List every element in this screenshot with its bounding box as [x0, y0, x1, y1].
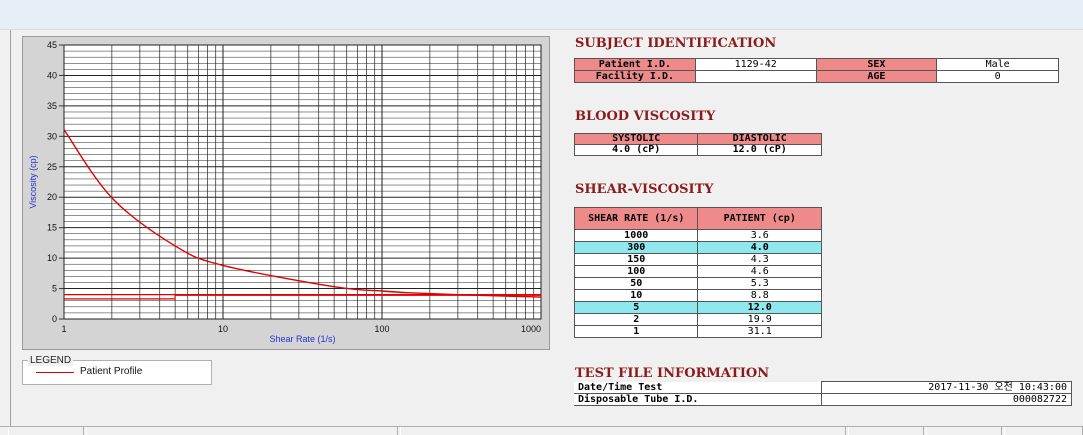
patient-profile-line: [63, 129, 542, 298]
test-file-table: Date/Time Test 2017-11-30 오전 10:43:00 Di…: [574, 381, 1072, 406]
table-row: 10 8.8: [573, 289, 822, 302]
status-bar: [0, 426, 1083, 435]
y-tick-label: 10: [47, 253, 57, 263]
shear-rate-cell: 50: [573, 277, 699, 290]
legend-line-swatch: [36, 372, 74, 373]
shear-viscosity-title: SHEAR-VISCOSITY: [575, 182, 714, 197]
table-row: 1000 3.6: [573, 229, 822, 242]
x-tick-label: 1: [61, 324, 66, 334]
patient-cp-header: PATIENT (cp): [697, 207, 822, 230]
status-cell: [86, 427, 398, 435]
table-row: 150 4.3: [573, 253, 822, 266]
legend-label: Patient Profile: [80, 366, 143, 377]
shear-viscosity-table: SHEAR RATE (1/s) PATIENT (cp) 1000 3.6 30…: [573, 207, 822, 338]
viscosity-cell: 12.0: [697, 301, 822, 314]
status-cell: [400, 427, 846, 435]
viscosity-cell: 5.3: [697, 277, 822, 290]
x-tick-label: 1000: [521, 324, 541, 334]
x-axis-label: Shear Rate (1/s): [269, 334, 335, 344]
x-tick-label: 10: [218, 324, 228, 334]
viscosity-cell: 4.0: [697, 241, 822, 254]
patient-id-label: Patient I.D.: [574, 58, 696, 71]
systolic-label: SYSTOLIC: [573, 133, 699, 145]
viscosity-cell: 4.3: [697, 253, 822, 266]
table-row: 5 12.0: [573, 301, 822, 314]
table-row: 1 31.1: [573, 325, 822, 338]
age-label: AGE: [815, 70, 938, 83]
plot-area: [63, 44, 542, 320]
viscosity-cell: 8.8: [697, 289, 822, 302]
status-cell: [926, 427, 1002, 435]
age-value: 0: [936, 70, 1059, 83]
shear-rate-cell: 2: [573, 313, 699, 326]
diastolic-label: DIASTOLIC: [697, 133, 822, 145]
x-tick-label: 100: [374, 324, 389, 334]
y-tick-label: 0: [52, 314, 57, 324]
date-time-label: Date/Time Test: [574, 381, 823, 394]
viscosity-cell: 31.1: [697, 325, 822, 338]
table-row: 100 4.6: [573, 265, 822, 278]
status-cell: [8, 427, 84, 435]
blood-viscosity-table: SYSTOLIC DIASTOLIC 4.0 (cP) 12.0 (cP): [573, 133, 822, 156]
patient-id-value: 1129-42: [694, 58, 817, 71]
y-tick-label: 45: [47, 40, 57, 50]
viscosity-cell: 4.6: [697, 265, 822, 278]
shear-rate-cell: 300: [573, 241, 699, 254]
facility-id-value: [694, 70, 817, 83]
y-tick-label: 35: [47, 101, 57, 111]
sex-label: SEX: [815, 58, 938, 71]
systolic-value: 4.0 (cP): [573, 144, 699, 156]
shear-rate-cell: 1000: [573, 229, 699, 242]
table-row: 300 4.0: [573, 241, 822, 254]
y-axis-label: Viscosity (cp): [28, 155, 38, 208]
status-cell: [848, 427, 924, 435]
viscosity-chart-frame: 45 40 35 30 25 20 15 10 5 0 1 10 100 1000 Shear Rate (…: [22, 36, 550, 350]
viscosity-cell: 3.6: [697, 229, 822, 242]
shear-rate-cell: 150: [573, 253, 699, 266]
tube-id-label: Disposable Tube I.D.: [574, 393, 823, 406]
y-tick-label: 5: [52, 284, 57, 294]
shear-rate-cell: 100: [573, 265, 699, 278]
date-time-value: 2017-11-30 오전 10:43:00: [821, 381, 1072, 394]
y-tick-label: 40: [47, 70, 57, 80]
facility-id-label: Facility I.D.: [574, 70, 696, 83]
blood-viscosity-title: BLOOD VISCOSITY: [575, 109, 716, 124]
shear-rate-cell: 10: [573, 289, 699, 302]
subject-section-title: SUBJECT IDENTIFICATION: [575, 36, 777, 51]
table-row: 50 5.3: [573, 277, 822, 290]
sex-value: Male: [936, 58, 1059, 71]
test-file-title: TEST FILE INFORMATION: [575, 366, 770, 381]
y-tick-label: 20: [47, 192, 57, 202]
shear-rate-header: SHEAR RATE (1/s): [573, 207, 699, 230]
y-tick-label: 15: [47, 223, 57, 233]
y-tick-label: 30: [47, 131, 57, 141]
legend-title: LEGEND: [28, 355, 74, 366]
viscosity-cell: 19.9: [697, 313, 822, 326]
shear-rate-cell: 1: [573, 325, 699, 338]
y-tick-label: 25: [47, 162, 57, 172]
top-bar: [0, 0, 1083, 30]
viscosity-chart: 45 40 35 30 25 20 15 10 5 01 10 100 1000 Shear Rate (…: [28, 40, 542, 344]
tube-id-value: 000082722: [821, 393, 1072, 406]
shear-rate-cell: 5: [573, 301, 699, 314]
table-row: 2 19.9: [573, 313, 822, 326]
diastolic-value: 12.0 (cP): [697, 144, 822, 156]
diastolic-systolic-step-line: [64, 294, 541, 300]
subject-table: Patient I.D. 1129-42 SEX Male Facility I…: [574, 58, 1059, 83]
